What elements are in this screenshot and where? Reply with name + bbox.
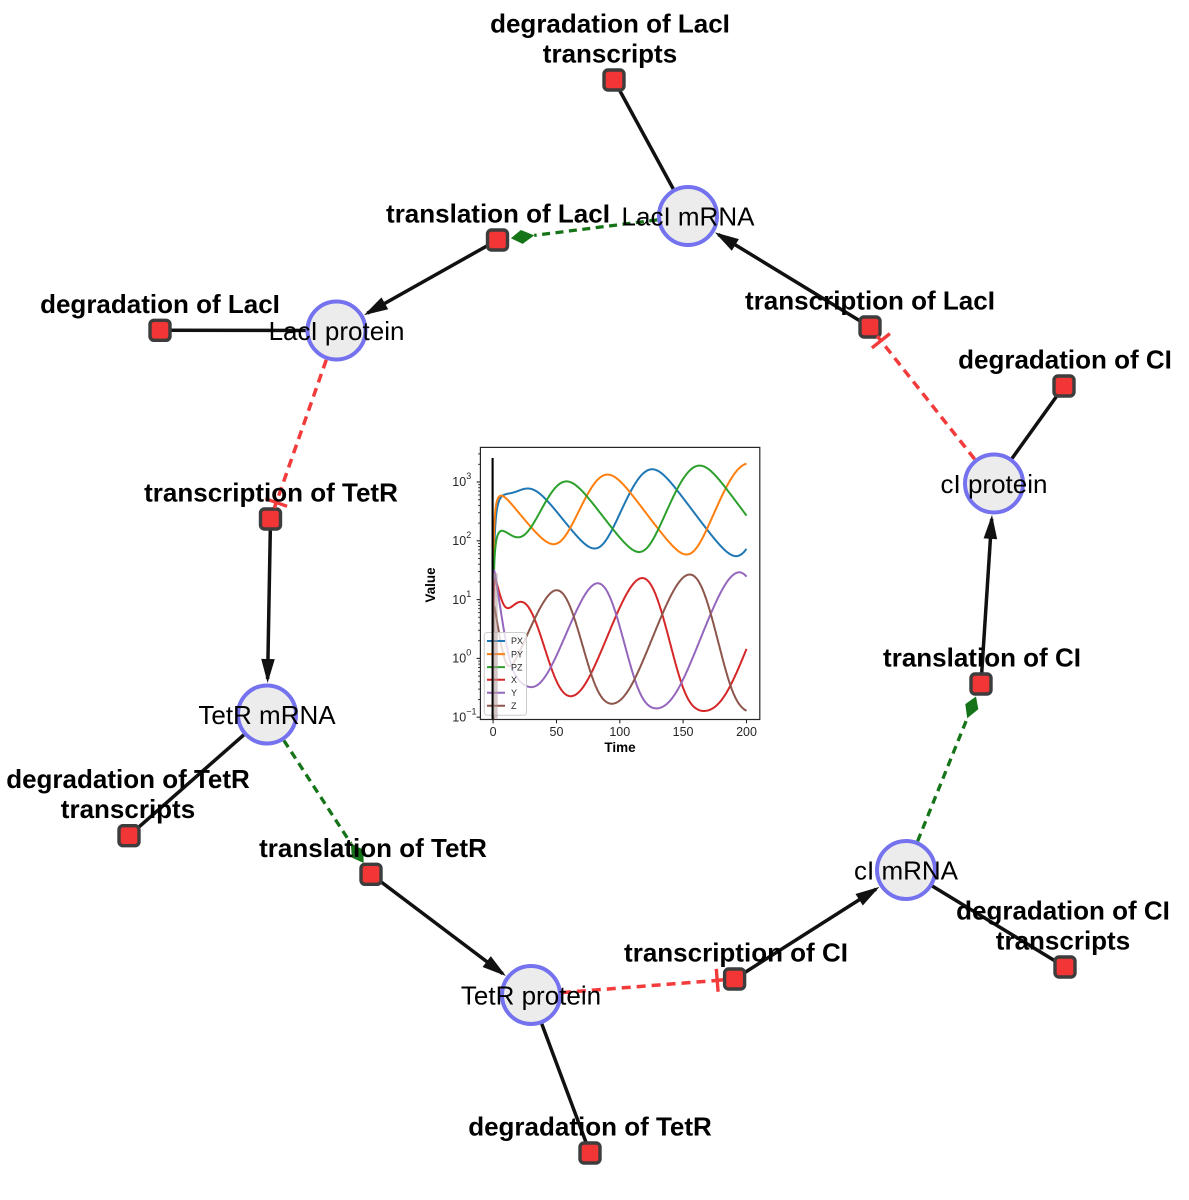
- svg-text:transcripts: transcripts: [61, 794, 195, 824]
- svg-text:TetR protein: TetR protein: [461, 981, 601, 1011]
- svg-text:Time: Time: [604, 740, 636, 755]
- svg-text:2: 2: [466, 530, 471, 540]
- svg-text:translation of TetR: translation of TetR: [259, 833, 487, 863]
- svg-text:degradation of CI: degradation of CI: [958, 345, 1172, 375]
- svg-text:transcription of TetR: transcription of TetR: [144, 478, 398, 508]
- svg-text:50: 50: [550, 725, 564, 739]
- svg-text:transcripts: transcripts: [996, 926, 1130, 956]
- svg-text:transcription of CI: transcription of CI: [624, 938, 848, 968]
- svg-text:0: 0: [490, 725, 497, 739]
- svg-text:PX: PX: [511, 636, 523, 646]
- svg-text:transcripts: transcripts: [543, 39, 677, 69]
- svg-text:cI mRNA: cI mRNA: [854, 856, 959, 886]
- svg-text:Y: Y: [511, 688, 517, 698]
- svg-text:degradation of TetR: degradation of TetR: [6, 764, 250, 794]
- svg-text:Value: Value: [423, 567, 438, 603]
- svg-text:10: 10: [452, 475, 466, 489]
- svg-text:PY: PY: [511, 649, 523, 659]
- svg-text:150: 150: [673, 725, 694, 739]
- svg-text:TetR mRNA: TetR mRNA: [198, 700, 336, 730]
- svg-text:translation of LacI: translation of LacI: [386, 199, 610, 229]
- svg-text:10: 10: [452, 534, 466, 548]
- svg-text:1: 1: [466, 589, 471, 599]
- svg-text:0: 0: [466, 648, 471, 658]
- svg-text:200: 200: [736, 725, 757, 739]
- svg-text:degradation of TetR: degradation of TetR: [468, 1112, 712, 1142]
- svg-text:100: 100: [609, 725, 630, 739]
- svg-text:PZ: PZ: [511, 662, 523, 672]
- svg-text:3: 3: [466, 471, 471, 481]
- svg-text:−1: −1: [466, 706, 476, 716]
- svg-text:degradation of LacI: degradation of LacI: [490, 9, 730, 39]
- svg-text:X: X: [511, 675, 517, 685]
- svg-text:transcription of LacI: transcription of LacI: [745, 286, 995, 316]
- svg-text:Z: Z: [511, 701, 517, 711]
- svg-text:degradation of LacI: degradation of LacI: [40, 289, 280, 319]
- svg-text:LacI mRNA: LacI mRNA: [622, 202, 756, 232]
- svg-text:cI protein: cI protein: [941, 469, 1048, 499]
- svg-text:10: 10: [452, 710, 466, 724]
- svg-text:degradation of CI: degradation of CI: [956, 896, 1170, 926]
- svg-text:10: 10: [452, 652, 466, 666]
- svg-text:10: 10: [452, 593, 466, 607]
- svg-text:translation of CI: translation of CI: [883, 643, 1081, 673]
- svg-text:LacI protein: LacI protein: [269, 316, 405, 346]
